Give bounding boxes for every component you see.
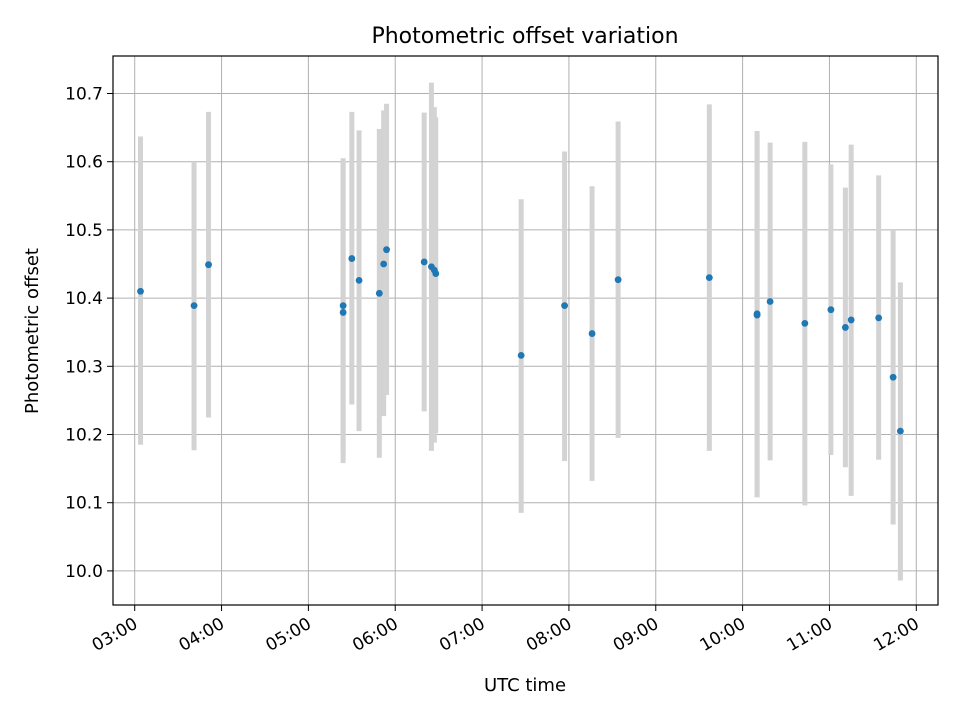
data-point xyxy=(889,373,897,381)
data-point xyxy=(383,246,390,254)
data-point xyxy=(875,314,883,322)
data-point xyxy=(588,330,596,337)
y-tick-label: 10.7 xyxy=(65,85,103,105)
y-tick-label: 10.5 xyxy=(65,221,103,241)
y-axis-ticks: 10.0 10.1 10.2 10.3 10.4 10.5 10.6 10.7 xyxy=(65,85,113,582)
data-point xyxy=(753,311,761,319)
data-point xyxy=(339,302,347,310)
chart-title: Photometric offset variation xyxy=(371,24,678,49)
data-point xyxy=(827,306,835,314)
data-point xyxy=(380,260,388,268)
data-point xyxy=(432,270,440,277)
data-point xyxy=(766,298,774,305)
data-point xyxy=(896,427,904,435)
y-tick-label: 10.1 xyxy=(65,494,103,514)
data-points xyxy=(137,246,904,435)
data-point xyxy=(561,302,568,310)
data-point xyxy=(847,316,855,324)
data-point xyxy=(841,324,849,331)
plot-area-frame xyxy=(112,55,939,606)
data-point xyxy=(375,289,383,297)
y-tick-label: 10.3 xyxy=(65,357,103,377)
data-point xyxy=(190,302,198,310)
x-axis-label: UTC time xyxy=(484,675,566,696)
y-tick-label: 10.4 xyxy=(65,289,103,309)
y-axis-label: Photometric offset xyxy=(22,248,43,414)
y-tick-label: 10.2 xyxy=(65,426,103,446)
data-point xyxy=(517,351,525,359)
data-point xyxy=(420,258,428,266)
data-point xyxy=(801,319,809,327)
y-tick-label: 10.6 xyxy=(65,153,103,173)
data-point xyxy=(137,287,144,295)
data-point xyxy=(355,276,363,284)
y-tick-label: 10.0 xyxy=(65,562,103,582)
data-point xyxy=(339,309,347,316)
data-point xyxy=(348,255,356,262)
data-point xyxy=(205,261,212,269)
data-point xyxy=(614,276,622,284)
grid xyxy=(113,56,938,605)
data-point xyxy=(705,274,713,282)
